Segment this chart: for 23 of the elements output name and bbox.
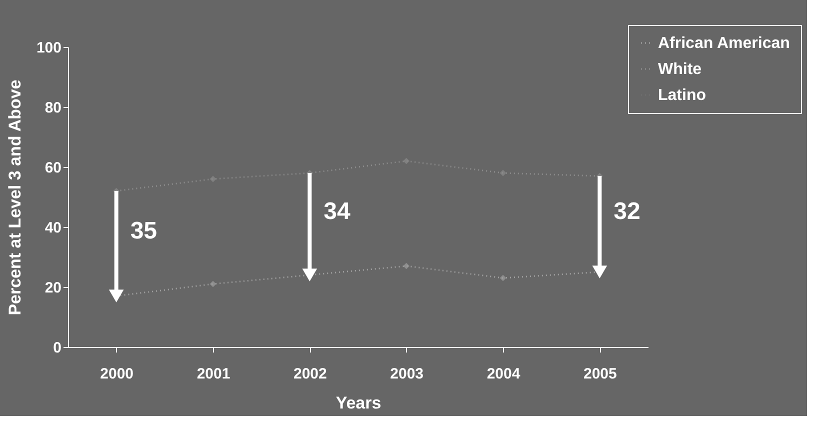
x-tick-label: 2002: [293, 366, 327, 382]
x-tick-label: 2003: [390, 366, 424, 382]
annotation: 34: [324, 198, 352, 225]
x-tick-label: 2005: [583, 366, 617, 382]
legend-label: African American: [658, 35, 790, 52]
y-tick-label: 60: [44, 160, 62, 176]
y-tick-label: 40: [44, 220, 62, 236]
x-tick-label: 2004: [486, 366, 521, 382]
y-axis-title: Percent at Level 3 and Above: [5, 80, 24, 316]
point: [403, 158, 410, 164]
x-axis-title: Years: [336, 394, 382, 412]
legend-label: Latino: [658, 87, 706, 104]
x-tick-label: 2001: [196, 366, 230, 382]
legend-label: White: [658, 61, 702, 78]
point: [210, 176, 216, 182]
annotation: 32: [614, 198, 640, 225]
y-tick-label: 20: [44, 280, 62, 296]
point: [500, 170, 506, 176]
y-tick-label: 100: [36, 40, 62, 56]
x-tick-label: 2000: [100, 366, 134, 382]
y-tick-label: 80: [44, 100, 62, 116]
y-tick-label: 0: [53, 340, 62, 356]
annotation: 35: [130, 218, 158, 244]
